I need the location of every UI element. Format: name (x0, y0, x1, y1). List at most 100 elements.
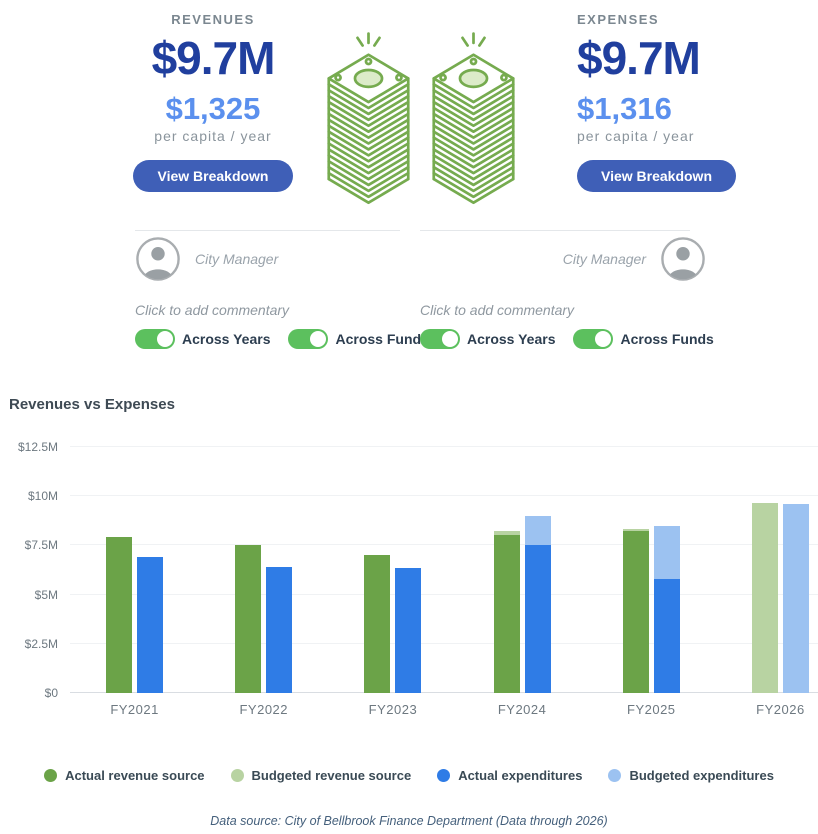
x-tick-label: FY2025 (627, 702, 676, 717)
expenses-title: EXPENSES (577, 12, 660, 27)
money-stacks (322, 26, 520, 212)
bar-slot (622, 440, 649, 693)
bar-group-fy2024 (458, 440, 587, 693)
toggle-across-years[interactable]: Across Years (420, 329, 555, 349)
revenues-title: REVENUES (171, 12, 255, 27)
gridline (70, 495, 818, 496)
money-stack-icon (427, 26, 520, 212)
bar-group-fy2026 (716, 440, 818, 693)
bar-actual-expenditures (137, 557, 164, 693)
chart-y-axis: $12.5M $10M $7.5M $5M $2.5M $0 (0, 439, 58, 700)
legend-label: Actual revenue source (65, 768, 205, 783)
add-commentary-expenses[interactable]: Click to add commentary (420, 302, 575, 318)
revenues-per-capita: $1,325 (165, 91, 261, 126)
chart-title: Revenues vs Expenses (9, 396, 175, 413)
x-tick-label: FY2026 (756, 702, 805, 717)
divider (420, 230, 690, 231)
expenses-toggles: Across Years Across Funds (420, 329, 714, 349)
revenues-per-capita-caption: per capita / year (154, 128, 272, 144)
legend-dot-icon (437, 769, 451, 782)
chart-x-axis: FY2021 FY2022 FY2023 FY2024 FY2025 FY2026 (70, 702, 818, 717)
revenues-author-row: City Manager (135, 236, 278, 282)
legend-item-actual-revenue-source[interactable]: Actual revenue source (44, 768, 205, 783)
bar-actual-revenue-source (235, 545, 262, 693)
author-role-label: City Manager (195, 251, 279, 267)
toggle-switch-icon[interactable] (135, 329, 175, 349)
bar-actual-revenue-source (364, 555, 391, 693)
x-tick-label: FY2023 (368, 702, 418, 717)
bar-actual-revenue-source (493, 535, 520, 693)
gridline (70, 593, 818, 595)
legend-dot-icon (608, 769, 622, 782)
bar-actual-expenditures (653, 578, 680, 693)
revenues-toggles: Across Years Across Funds (135, 329, 429, 349)
divider (135, 230, 400, 231)
bar-budgeted-expenditures (782, 503, 809, 693)
y-tick-label: $12.5M (17, 439, 58, 454)
y-tick-label: $7.5M (24, 538, 58, 553)
legend-label: Budgeted revenue source (251, 768, 412, 783)
bar-slot (782, 440, 809, 693)
legend-dot-icon (44, 769, 58, 782)
bar-groups (70, 440, 818, 693)
legend-item-actual-expenditures[interactable]: Actual expenditures (437, 768, 582, 783)
money-stack-icon (322, 26, 415, 212)
bar-slot (235, 440, 262, 693)
bar-group-fy2022 (199, 440, 328, 693)
gridline (70, 692, 818, 693)
bar-slot (364, 440, 391, 693)
data-source-note: Data source: City of Bellbrook Finance D… (210, 814, 608, 828)
chart-plot (70, 440, 818, 693)
x-tick-label: FY2022 (239, 702, 289, 717)
expenses-per-capita-caption: per capita / year (577, 128, 695, 144)
toggle-switch-icon[interactable] (573, 329, 614, 349)
toggle-across-funds[interactable]: Across Funds (573, 329, 714, 349)
gridline (70, 642, 818, 644)
bar-actual-expenditures (395, 567, 422, 693)
y-tick-label: $0 (44, 686, 58, 700)
bar-slot (524, 440, 551, 693)
bar-actual-revenue-source (106, 537, 133, 693)
x-tick-label: FY2024 (497, 702, 547, 717)
bar-slot (493, 440, 520, 693)
bar-group-fy2023 (328, 440, 457, 693)
bar-slot (137, 440, 164, 693)
expenses-author-row: City Manager (420, 236, 706, 282)
toggle-switch-icon[interactable] (420, 329, 460, 349)
bar-group-fy2025 (587, 440, 716, 693)
y-tick-label: $2.5M (24, 636, 58, 651)
legend-item-budgeted-revenue-source[interactable]: Budgeted revenue source (230, 768, 412, 783)
toggle-across-years[interactable]: Across Years (135, 329, 270, 349)
expenses-per-capita: $1,316 (577, 91, 672, 126)
gridline (70, 544, 818, 546)
person-icon (661, 237, 705, 281)
bar-slot (266, 440, 293, 693)
bar-budgeted-revenue-source (751, 502, 778, 693)
revenues-total: $9.7M (151, 32, 276, 84)
bar-actual-expenditures (266, 566, 293, 693)
revenues-card: REVENUES $9.7M $1,325 per capita / year … (122, 8, 304, 192)
expenses-total: $9.7M (577, 32, 701, 84)
expenses-view-breakdown-button[interactable]: View Breakdown (577, 160, 737, 192)
bar-actual-revenue-source (622, 531, 649, 693)
bar-actual-expenditures (524, 545, 551, 693)
bar-slot (395, 440, 422, 693)
revenues-view-breakdown-button[interactable]: View Breakdown (133, 160, 293, 192)
toggle-switch-icon[interactable] (288, 329, 329, 349)
chart-legend: Actual revenue source Budgeted revenue so… (0, 768, 818, 783)
bar-group-fy2021 (70, 440, 199, 693)
y-tick-label: $10M (27, 489, 58, 503)
gridline (70, 445, 818, 447)
bar-slot (106, 440, 133, 693)
x-tick-label: FY2021 (110, 702, 159, 717)
author-role-label: City Manager (562, 251, 646, 267)
add-commentary-revenues[interactable]: Click to add commentary (135, 302, 290, 318)
legend-label: Actual expenditures (458, 768, 583, 783)
legend-item-budgeted-expenditures[interactable]: Budgeted expenditures (608, 768, 774, 783)
expenses-card: EXPENSES $9.7M $1,316 per capita / year … (577, 8, 759, 192)
y-tick-label: $5M (34, 587, 58, 602)
bar-slot (751, 440, 778, 693)
toggle-across-funds[interactable]: Across Funds (288, 329, 429, 349)
person-icon (136, 237, 180, 281)
bar-slot (653, 440, 680, 693)
